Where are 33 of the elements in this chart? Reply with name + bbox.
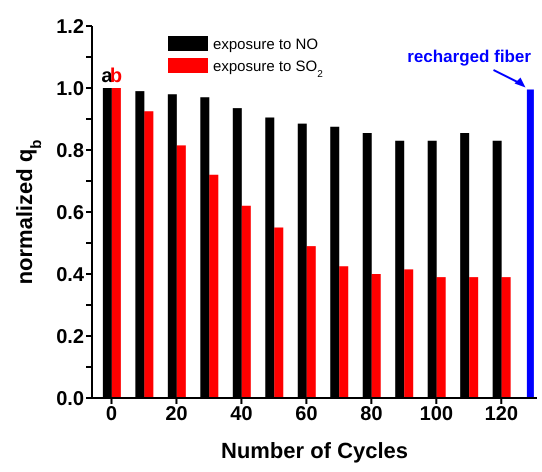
y-tick-label: 1.2: [56, 16, 84, 38]
bar: [404, 269, 414, 398]
y-tick-label: 1.0: [56, 78, 84, 100]
y-tick-label: 0.2: [56, 326, 84, 348]
bar: [274, 228, 284, 398]
x-tick-label: 60: [295, 403, 318, 426]
bar: [469, 277, 478, 398]
y-tick-label: 0.0: [56, 388, 84, 410]
bar: [176, 145, 186, 398]
x-axis-title: Number of Cycles: [220, 438, 408, 463]
x-tick-label: 100: [420, 403, 453, 426]
bar: [144, 111, 154, 398]
y-tick-label: 0.8: [56, 140, 84, 162]
bar: [339, 266, 348, 398]
bar: [436, 277, 446, 398]
x-tick-label: 120: [484, 403, 518, 426]
x-tick-label: 0: [106, 403, 118, 426]
bar: [112, 88, 121, 398]
series-label: recharged fiber: [407, 47, 532, 66]
bar: [242, 206, 251, 398]
legend-label: exposure to SO$_{2}$: [213, 58, 324, 80]
x-tick-label: 80: [360, 403, 382, 426]
annotation: b: [110, 65, 122, 87]
bar: [209, 174, 218, 398]
bar: [306, 246, 316, 398]
legend-label: exposure to NO: [213, 36, 318, 53]
bar: [372, 274, 381, 398]
bar: [502, 277, 511, 398]
x-tick-label: 20: [165, 403, 188, 426]
y-tick-label: 0.6: [56, 202, 84, 224]
bar: [526, 90, 534, 398]
x-tick-label: 40: [230, 403, 253, 426]
y-tick-label: 0.4: [56, 264, 85, 286]
